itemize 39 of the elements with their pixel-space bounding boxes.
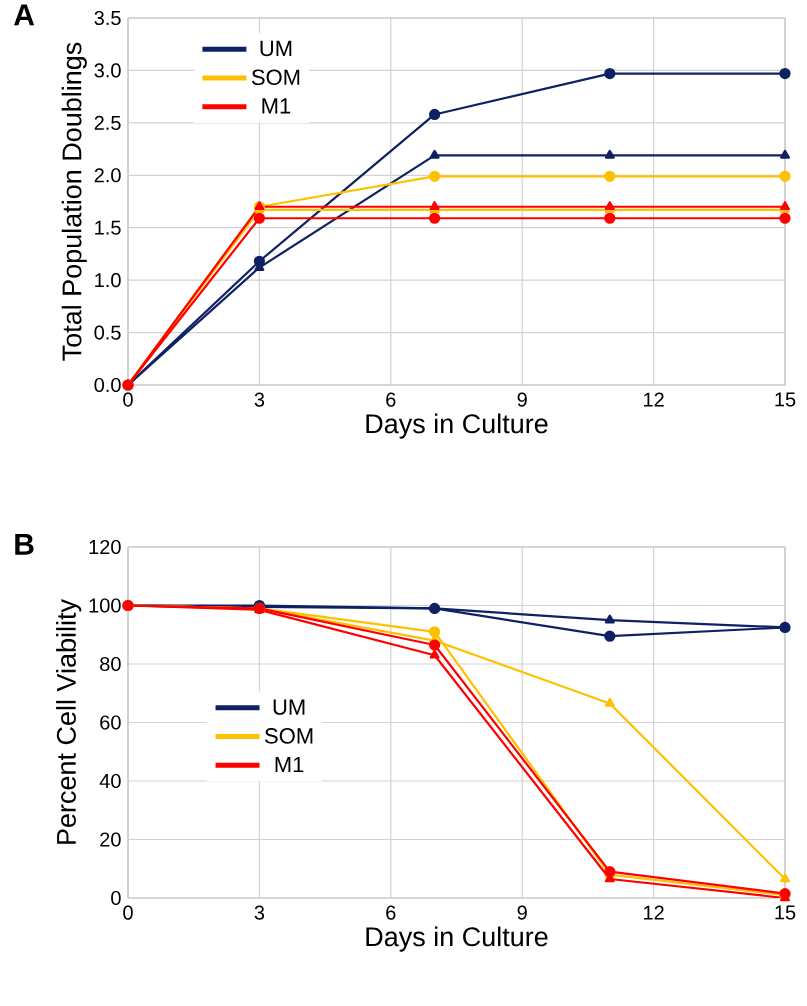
chart-title: A [14,4,35,26]
y-tick-label: 3.0 [94,63,121,78]
y-axis-title: Percent Cell Viability [56,599,82,844]
y-tick-label: 40 [99,773,121,789]
y-tick-label: 2.0 [94,168,121,183]
x-tick-label: 12 [644,392,664,407]
x-tick-label: 12 [644,905,664,920]
x-tick-label: 6 [386,392,396,407]
y-tick-label: 2.5 [94,115,121,130]
x-tick-label: 3 [254,392,265,407]
x-tick-label: 15 [775,392,796,407]
x-axis-title: Days in Culture [366,926,548,952]
y-tick-label: 1.5 [95,220,121,235]
y-tick-label: 20 [100,832,121,847]
x-tick-label: 0 [123,905,133,920]
x-axis-title: Days in Culture [366,413,548,439]
y-tick-label: 0.0 [94,377,121,393]
y-tick-label: 0 [111,890,121,906]
legend-label: UM [273,699,305,715]
y-tick-label: 100 [89,598,121,613]
x-tick-label: 9 [517,392,527,407]
y-tick-label: 3.5 [94,10,121,26]
y-tick-label: 1.0 [95,273,121,288]
x-tick-label: 0 [123,392,133,407]
y-tick-label: 60 [100,715,121,730]
x-tick-label: 6 [386,905,396,920]
x-tick-label: 15 [775,905,796,920]
legend-label: M1 [275,756,304,773]
legend-label: SOM [251,69,300,86]
y-tick-label: 0.5 [94,325,121,340]
y-tick-label: 120 [89,539,121,555]
x-tick-label: 3 [254,905,265,920]
chart-title: B [15,534,34,555]
legend-label: UM [260,40,292,57]
legend-label: M1 [262,98,291,114]
x-tick-label: 9 [517,905,527,920]
y-axis-title: Total Population Doublings [61,42,87,361]
legend-label: SOM [265,728,313,744]
y-tick-label: 80 [100,656,121,672]
